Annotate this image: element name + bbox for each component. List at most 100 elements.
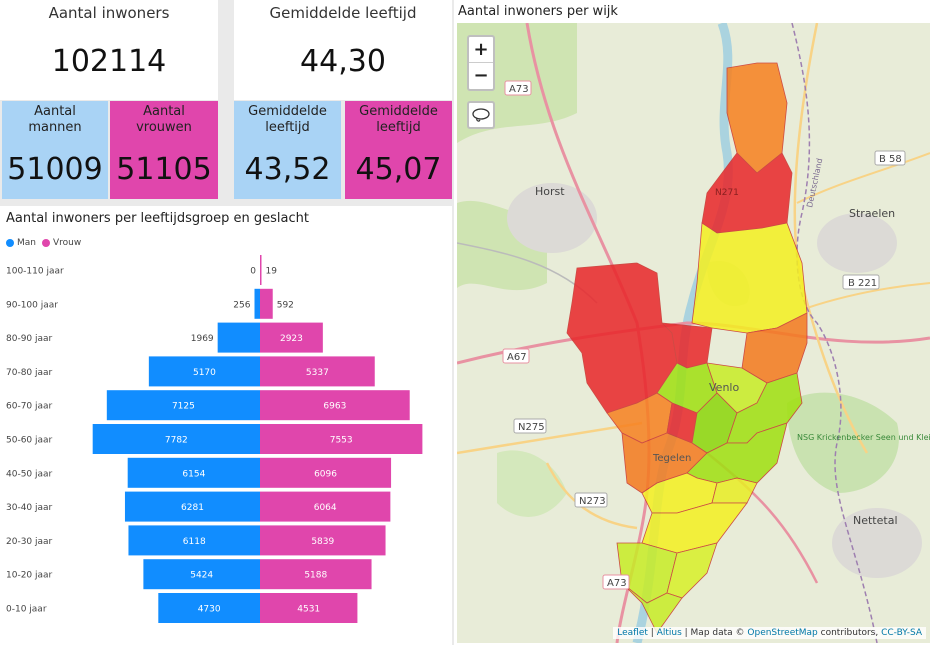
bar-vrouw[interactable] [260, 424, 423, 454]
data-label-vrouw: 4531 [297, 605, 320, 615]
category-label: 60-70 jaar [6, 402, 53, 412]
attribution-sep2: | Map data © [681, 628, 748, 638]
pyramid-chart: 100-110 jaar 0 19 90-100 jaar 256 592 80-90 ja… [6, 255, 423, 623]
label-nettetal: Nettetal [853, 514, 898, 527]
data-label-vrouw: 7553 [330, 436, 353, 446]
category-label: 70-80 jaar [6, 368, 53, 378]
pyramid-panel: Aantal inwoners per leeftijdsgroep en ge… [0, 206, 452, 645]
zoom-control: + − [467, 35, 495, 91]
women-age-label: Gemiddelde leeftijd [359, 104, 438, 135]
kpi-total-title: Aantal inwoners [48, 4, 170, 22]
label-a67: A67 [507, 352, 527, 363]
label-nsg: NSG Krickenbecker Seen und Kleiner De Wi… [797, 433, 930, 442]
bar-man[interactable] [124, 491, 261, 522]
women-count-card: Aantal vrouwen 51105 [110, 101, 218, 199]
label-horst: Horst [535, 185, 565, 198]
data-label-vrouw: 5188 [304, 571, 327, 581]
women-age-value: 45,07 [355, 152, 442, 187]
label-n275: N275 [518, 422, 545, 433]
bar-man[interactable] [217, 322, 260, 353]
bar-man[interactable] [128, 525, 260, 556]
bar-vrouw[interactable] [260, 457, 392, 488]
bar-vrouw[interactable] [260, 322, 323, 353]
data-label-man: 4730 [198, 605, 221, 615]
men-age-label: Gemiddelde leeftijd [248, 104, 327, 135]
data-label-vrouw: 6963 [323, 402, 346, 412]
bar-vrouw[interactable] [260, 559, 372, 590]
data-label-man: 256 [233, 300, 250, 310]
bar-vrouw[interactable] [260, 356, 375, 387]
label-a73-top: A73 [509, 84, 529, 95]
zoom-out-button[interactable]: − [473, 65, 489, 86]
category-label: 90-100 jaar [6, 300, 58, 310]
men-count-label: Aantal mannen [28, 104, 82, 135]
data-label-man: 6281 [181, 503, 204, 513]
kpi-total-value: 102114 [51, 44, 167, 79]
men-age-card: Gemiddelde leeftijd 43,52 [234, 101, 341, 199]
bar-man[interactable] [148, 356, 260, 387]
attribution-sep1: | [647, 628, 657, 638]
women-count-label: Aantal vrouwen [136, 104, 192, 135]
label-n273: N273 [579, 496, 606, 507]
data-label-man: 6154 [182, 469, 205, 479]
bar-vrouw[interactable] [260, 491, 391, 522]
kpi-total-card: Aantal inwoners 102114 [0, 0, 218, 100]
label-b221: B 221 [848, 278, 877, 289]
data-label-man: 7782 [165, 436, 188, 446]
lasso-select-button[interactable] [467, 101, 495, 129]
bar-man[interactable] [254, 288, 260, 319]
attribution-altius-link[interactable]: Altius [656, 628, 682, 638]
kpi-age-card: Gemiddelde leeftijd 44,30 [234, 0, 452, 100]
bar-vrouw[interactable] [260, 390, 410, 421]
data-label-man: 1969 [191, 334, 214, 344]
label-a73-bottom: A73 [607, 578, 627, 589]
bar-vrouw[interactable] [260, 255, 262, 285]
kpi-age-title: Gemiddelde leeftijd [269, 4, 417, 22]
attribution-contributors: contributors, [817, 628, 882, 638]
lasso-icon [472, 108, 490, 122]
map-attribution: Leaflet | Altius | Map data © OpenStreet… [613, 627, 926, 639]
men-count-card: Aantal mannen 51009 [2, 101, 108, 199]
map-title: Aantal inwoners per wijk [458, 4, 618, 19]
women-count-value: 51105 [116, 152, 212, 187]
data-label-vrouw: 5839 [311, 537, 334, 547]
data-label-vrouw: 19 [266, 267, 278, 277]
men-age-value: 43,52 [244, 152, 331, 187]
data-label-man: 0 [250, 267, 256, 277]
kpi-age-value: 44,30 [300, 44, 386, 79]
label-b58: B 58 [879, 154, 902, 165]
label-venlo: Venlo [709, 381, 739, 394]
map-view[interactable]: A73 B 58 Horst Straelen B 221 A67 N275 N… [457, 23, 930, 643]
category-label: 30-40 jaar [6, 503, 53, 513]
pyramid-title: Aantal inwoners per leeftijdsgroep en ge… [6, 211, 309, 226]
category-label: 20-30 jaar [6, 537, 53, 547]
data-label-man: 5424 [190, 571, 213, 581]
map-canvas[interactable]: A73 B 58 Horst Straelen B 221 A67 N275 N… [457, 23, 930, 643]
data-label-vrouw: 592 [277, 300, 294, 310]
attribution-osm-link[interactable]: OpenStreetMap [747, 628, 818, 638]
bar-man[interactable] [158, 593, 260, 623]
category-label: 100-110 jaar [6, 267, 64, 277]
legend-man-label[interactable]: Man [17, 238, 36, 248]
data-label-man: 6118 [183, 537, 206, 547]
category-label: 40-50 jaar [6, 469, 53, 479]
bar-man[interactable] [106, 390, 260, 421]
legend-vrouw-label[interactable]: Vrouw [52, 238, 82, 248]
zoom-in-button[interactable]: + [469, 37, 493, 63]
data-label-man: 5170 [193, 368, 216, 378]
bar-vrouw[interactable] [260, 593, 358, 623]
attribution-license-link[interactable]: CC-BY-SA [881, 628, 922, 638]
legend-vrouw-swatch [41, 239, 50, 247]
data-label-vrouw: 5337 [306, 368, 329, 378]
bar-man[interactable] [127, 457, 261, 488]
attribution-leaflet-link[interactable]: Leaflet [617, 628, 648, 638]
label-tegelen: Tegelen [652, 453, 691, 464]
bar-man[interactable] [92, 424, 260, 454]
bar-vrouw[interactable] [260, 525, 386, 556]
bar-vrouw[interactable] [260, 288, 273, 319]
category-label: 50-60 jaar [6, 436, 53, 446]
bar-man[interactable] [143, 559, 260, 590]
legend-man-swatch [6, 239, 14, 247]
category-label: 80-90 jaar [6, 334, 53, 344]
data-label-man: 7125 [172, 402, 195, 412]
